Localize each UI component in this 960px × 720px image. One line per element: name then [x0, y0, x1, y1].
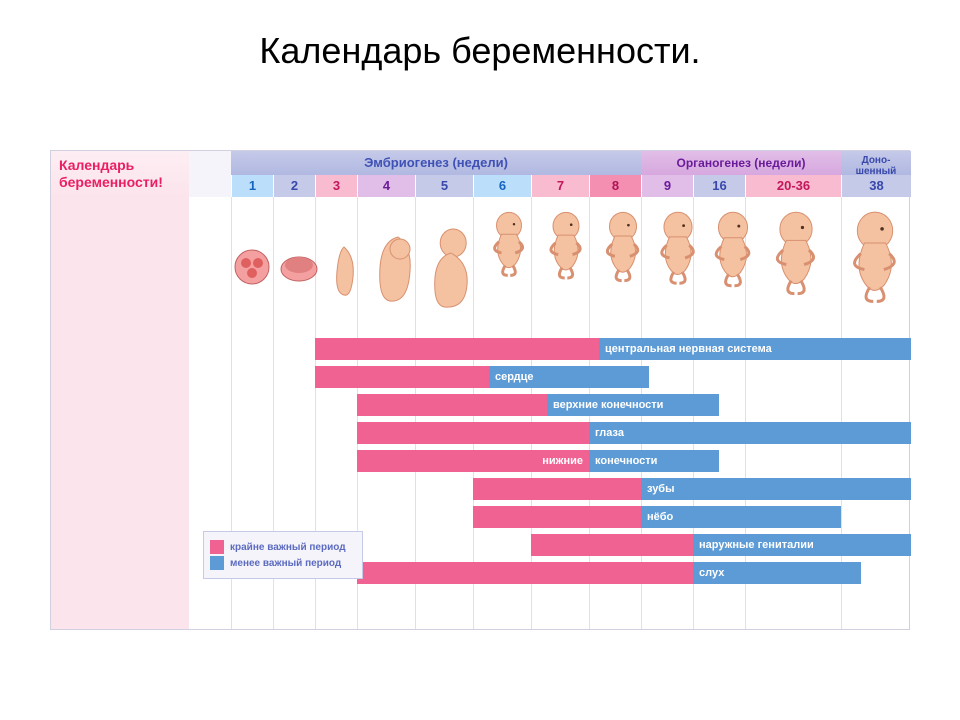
- grid-line: [473, 197, 474, 337]
- system-row: зубы: [189, 477, 909, 501]
- system-bar: зубы: [641, 478, 911, 500]
- system-bar: глаза: [589, 422, 911, 444]
- embryo-icon: [485, 207, 533, 332]
- system-bar: верхние конечности: [547, 394, 719, 416]
- header-blank: [189, 151, 231, 197]
- embryo-icon: [651, 207, 705, 332]
- legend: крайне важный период менее важный период: [203, 531, 363, 579]
- week-label: 6: [473, 175, 531, 197]
- system-row: верхние конечности: [189, 393, 909, 417]
- system-bar: [357, 422, 589, 444]
- system-row: нижниеконечности: [189, 449, 909, 473]
- week-label: 9: [641, 175, 693, 197]
- system-bar: слух: [693, 562, 861, 584]
- page-title: Календарь беременности.: [0, 0, 960, 92]
- legend-critical-label: крайне важный период: [230, 542, 346, 553]
- system-bar: сердце: [489, 366, 649, 388]
- legend-swatch-less: [210, 556, 224, 570]
- system-bar: нижние: [357, 450, 589, 472]
- system-bar: нёбо: [641, 506, 841, 528]
- week-label: 16: [693, 175, 745, 197]
- system-bar: наружные гениталии: [693, 534, 911, 556]
- system-row: сердце: [189, 365, 909, 389]
- embryo-icon: [429, 207, 473, 332]
- header-calendar-label: Календарь беременности!: [51, 151, 189, 197]
- week-label: 3: [315, 175, 357, 197]
- system-bar: [357, 562, 693, 584]
- system-bar: [315, 338, 599, 360]
- system-row: центральная нервная система: [189, 337, 909, 361]
- week-label: 1: [231, 175, 273, 197]
- system-row: глаза: [189, 421, 909, 445]
- system-bar: центральная нервная система: [599, 338, 911, 360]
- week-label: 7: [531, 175, 589, 197]
- week-label: 2: [273, 175, 315, 197]
- grid-line: [273, 197, 274, 337]
- system-row: нёбо: [189, 505, 909, 529]
- pregnancy-calendar-chart: Календарь беременности! Эмбриогенез (нед…: [50, 150, 910, 630]
- development-bars-area: центральная нервная система сердце верхние…: [189, 337, 909, 629]
- embryo-icon: [765, 207, 827, 332]
- grid-line: [231, 197, 232, 337]
- legend-swatch-critical: [210, 540, 224, 554]
- system-bar: [531, 534, 693, 556]
- system-bar: [357, 394, 547, 416]
- week-label: 8: [589, 175, 641, 197]
- embryo-icon: [233, 207, 271, 332]
- system-bar: конечности: [589, 450, 719, 472]
- legend-less: менее важный период: [210, 556, 356, 570]
- system-bar: [315, 366, 489, 388]
- legend-less-label: менее важный период: [230, 558, 341, 569]
- embryo-icon: [374, 207, 414, 332]
- embryo-icon: [329, 207, 359, 332]
- system-bar: [473, 478, 641, 500]
- week-label: 5: [415, 175, 473, 197]
- embryo-icon: [279, 207, 319, 332]
- embryo-icon: [541, 207, 591, 332]
- system-bar: [473, 506, 641, 528]
- week-label: 4: [357, 175, 415, 197]
- side-panel: [51, 197, 189, 629]
- embryo-row: [189, 197, 909, 337]
- embryo-icon: [841, 207, 909, 332]
- embryo-icon: [705, 207, 761, 332]
- legend-critical: крайне важный период: [210, 540, 356, 554]
- week-label: 20-36: [745, 175, 841, 197]
- grid-line: [415, 197, 416, 337]
- week-label: 38: [841, 175, 911, 197]
- embryo-icon: [597, 207, 649, 332]
